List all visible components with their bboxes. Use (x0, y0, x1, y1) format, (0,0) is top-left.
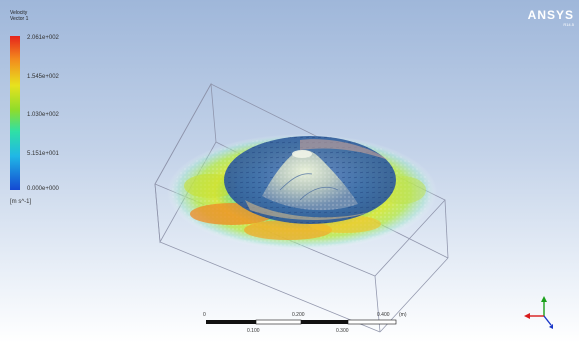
legend-label-min: 0.000e+000 (27, 186, 59, 192)
legend-label-max: 2.061e+002 (27, 35, 59, 41)
scale-label-0: 0 (203, 312, 206, 318)
legend-title: Velocity Vector 1 (10, 10, 28, 22)
legend-unit: [m s^-1] (10, 199, 32, 205)
logo-version: R14.5 (563, 22, 574, 27)
scale-label-200: 0.200 (292, 312, 305, 318)
scale-bar (206, 319, 397, 325)
logo-text: ANSYS (527, 8, 574, 22)
legend-title-line1: Velocity (10, 10, 28, 16)
legend-label-2: 1.545e+002 (27, 74, 59, 80)
central-mound (262, 150, 358, 211)
scale-unit: (m) (399, 312, 407, 318)
legend-label-4: 5.151e+001 (27, 151, 59, 157)
scale-label-100: 0.100 (247, 328, 260, 334)
ansys-logo: ANSYS R14.5 (528, 8, 574, 27)
color-legend-bar (10, 36, 20, 190)
legend-label-3: 1.030e+002 (27, 112, 59, 118)
legend-title-line2: Vector 1 (10, 16, 29, 22)
scale-label-300: 0.300 (336, 328, 349, 334)
scale-label-400: 0.400 (377, 312, 390, 318)
axis-triad-icon (524, 296, 553, 329)
